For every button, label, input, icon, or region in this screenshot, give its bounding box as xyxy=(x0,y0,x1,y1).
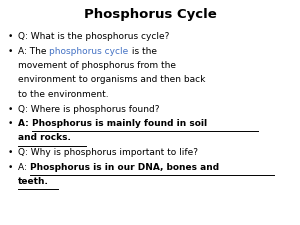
Text: •: • xyxy=(8,104,14,113)
Text: Phosphorus is mainly found in soil: Phosphorus is mainly found in soil xyxy=(32,119,207,128)
Text: •: • xyxy=(8,148,14,157)
Text: Phosphorus is in our DNA, bones and: Phosphorus is in our DNA, bones and xyxy=(30,162,219,171)
Text: Q: Why is phosphorus important to life?: Q: Why is phosphorus important to life? xyxy=(18,148,198,157)
Text: to the environment.: to the environment. xyxy=(18,90,109,99)
Text: •: • xyxy=(8,119,14,128)
Text: environment to organisms and then back: environment to organisms and then back xyxy=(18,76,206,85)
Text: A: The: A: The xyxy=(18,47,50,56)
Text: •: • xyxy=(8,47,14,56)
Text: movement of phosphorus from the: movement of phosphorus from the xyxy=(18,61,176,70)
Text: is the: is the xyxy=(129,47,157,56)
Text: phosphorus cycle: phosphorus cycle xyxy=(50,47,129,56)
Text: A:: A: xyxy=(18,162,30,171)
Text: Q: What is the phosphorus cycle?: Q: What is the phosphorus cycle? xyxy=(18,32,169,41)
Text: teeth.: teeth. xyxy=(18,177,49,186)
Text: Q: Where is phosphorus found?: Q: Where is phosphorus found? xyxy=(18,104,160,113)
Text: Phosphorus Cycle: Phosphorus Cycle xyxy=(84,8,216,21)
Text: •: • xyxy=(8,162,14,171)
Text: •: • xyxy=(8,32,14,41)
Text: and rocks.: and rocks. xyxy=(18,133,71,142)
Text: A:: A: xyxy=(18,119,32,128)
